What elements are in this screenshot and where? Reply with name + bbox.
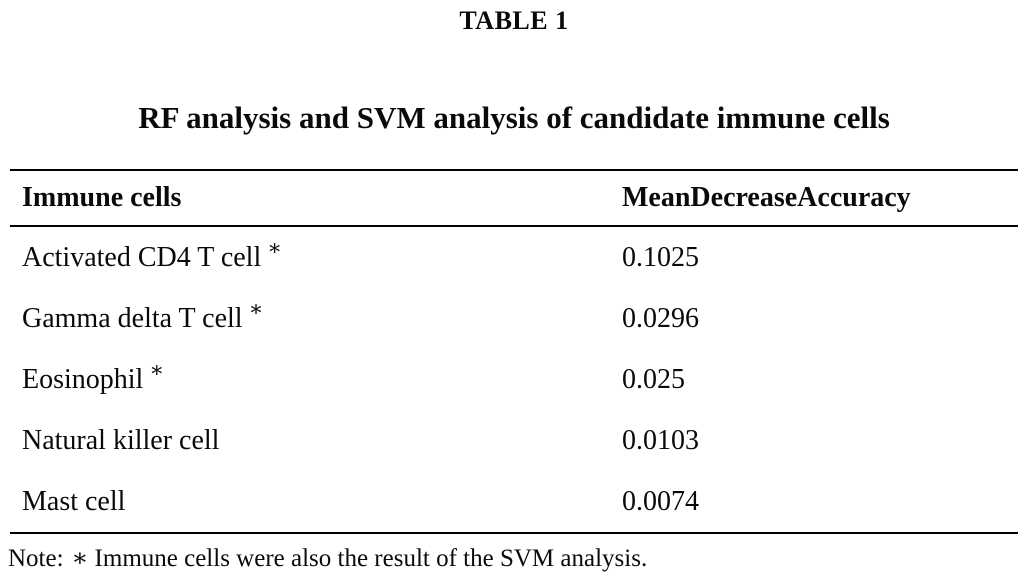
column-header-immune-cells: Immune cells	[22, 182, 182, 213]
accuracy-value: 0.0103	[622, 424, 699, 456]
accuracy-value: 0.0296	[622, 302, 699, 334]
immune-cell-name: Gamma delta T cell ∗	[22, 298, 622, 335]
table-label: TABLE 1	[459, 6, 569, 35]
table-row: Eosinophil ∗ 0.025	[0, 349, 1028, 410]
immune-cell-name: Natural killer cell	[22, 425, 622, 457]
table-title: RF analysis and SVM analysis of candidat…	[138, 100, 890, 135]
table-footnote: Note: ∗ Immune cells were also the result …	[0, 534, 1028, 573]
accuracy-value: 0.1025	[622, 241, 699, 273]
accuracy-value: 0.025	[622, 363, 685, 395]
table-row: Gamma delta T cell ∗ 0.0296	[0, 288, 1028, 349]
rule-header	[10, 225, 1018, 227]
immune-cell-name: Mast cell	[22, 486, 622, 518]
accuracy-value: 0.0074	[622, 485, 699, 517]
cell-name-text: Mast cell	[22, 485, 126, 517]
asterisk-marker: ∗	[149, 358, 165, 383]
asterisk-marker: ∗	[267, 236, 283, 261]
asterisk-marker: ∗	[248, 297, 264, 322]
table-row: Activated CD4 T cell ∗ 0.1025	[0, 227, 1028, 288]
cell-name-text: Eosinophil	[22, 363, 144, 395]
table-header-row: Immune cells MeanDecreaseAccuracy	[0, 171, 1028, 225]
footnote-prefix: Note:	[8, 545, 64, 572]
asterisk-marker: ∗	[71, 545, 89, 572]
cell-name-text: Activated CD4 T cell	[22, 241, 262, 273]
immune-cell-name: Activated CD4 T cell ∗	[22, 237, 622, 274]
cell-name-text: Natural killer cell	[22, 424, 220, 456]
table-row: Natural killer cell 0.0103	[0, 410, 1028, 471]
rule-bottom	[10, 532, 1018, 534]
column-header-mean-decrease-accuracy: MeanDecreaseAccuracy	[622, 182, 911, 213]
immune-cell-name: Eosinophil ∗	[22, 359, 622, 396]
cell-name-text: Gamma delta T cell	[22, 302, 243, 334]
table-row: Mast cell 0.0074	[0, 471, 1028, 532]
footnote-text: Immune cells were also the result of the…	[94, 545, 648, 572]
rule-top	[10, 169, 1018, 171]
